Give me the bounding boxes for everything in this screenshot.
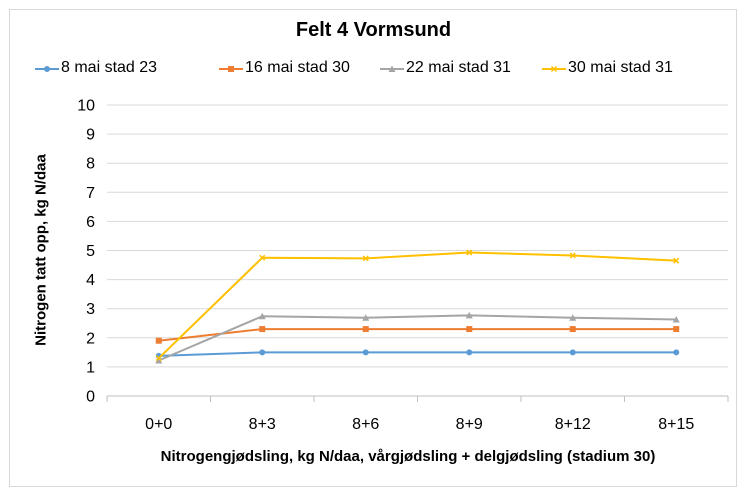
data-point-series-2 <box>362 326 369 333</box>
x-tick-label: 8+6 <box>352 416 379 433</box>
data-point-series-2 <box>259 326 266 333</box>
x-tick-label: 8+15 <box>658 416 694 433</box>
x-tick-label: 8+12 <box>555 416 591 433</box>
data-point-series-4 <box>362 255 369 262</box>
y-axis-label: Nitrogen tatt opp, kg N/daa <box>32 154 50 346</box>
data-point-series-3 <box>569 314 577 321</box>
data-point-series-2 <box>466 326 473 333</box>
data-point-series-2 <box>673 326 680 333</box>
y-tick-label: 8 <box>86 156 95 173</box>
y-tick-label: 6 <box>86 214 95 231</box>
data-point-series-4 <box>259 254 266 261</box>
y-tick-label: 9 <box>86 127 95 144</box>
series-line-3 <box>158 314 677 362</box>
data-point-series-4 <box>155 355 162 362</box>
legend-label: 8 mai stad 23 <box>61 59 158 76</box>
y-tick-label: 3 <box>86 301 95 318</box>
data-point-series-4 <box>569 252 576 259</box>
legend-marker-square-icon <box>219 66 243 72</box>
data-point-series-1 <box>466 349 473 356</box>
data-point-series-1 <box>673 349 680 356</box>
x-axis-label: Nitrogengjødsling, kg N/daa, vårgjødslin… <box>160 448 656 465</box>
chart-legend: 8 mai stad 23 16 mai stad 30 22 mai stad… <box>35 58 715 82</box>
legend-label: 22 mai stad 31 <box>406 59 511 76</box>
data-point-series-4 <box>466 249 473 256</box>
data-point-series-3 <box>465 311 473 319</box>
data-point-series-3 <box>258 312 266 320</box>
y-tick-label: 4 <box>86 272 95 289</box>
data-point-series-3 <box>155 356 163 364</box>
series-line-4 <box>158 251 677 359</box>
y-tick-label: 10 <box>77 98 95 115</box>
data-point-series-3 <box>362 314 370 321</box>
chart-frame <box>9 9 737 487</box>
data-point-series-1 <box>362 349 369 356</box>
legend-marker-triangle-icon <box>380 65 404 72</box>
data-point-series-1 <box>259 349 266 356</box>
x-tick-label: 0+0 <box>145 416 172 433</box>
data-point-series-4 <box>673 257 680 264</box>
y-tick-label: 1 <box>86 359 95 376</box>
legend-marker-x-icon <box>542 65 566 73</box>
data-point-series-2 <box>155 337 162 344</box>
series-line-1 <box>158 351 677 357</box>
chart-title: Felt 4 Vormsund <box>295 19 452 41</box>
y-tick-label: 7 <box>86 185 95 202</box>
data-point-series-3 <box>672 315 680 323</box>
data-point-series-2 <box>569 326 576 333</box>
x-tick-label: 8+3 <box>249 416 276 433</box>
legend-label: 16 mai stad 30 <box>245 59 350 76</box>
y-tick-label: 0 <box>86 389 95 406</box>
series-line-2 <box>158 328 677 342</box>
x-tick-label: 8+9 <box>456 416 483 433</box>
y-tick-label: 2 <box>86 330 95 347</box>
data-point-series-1 <box>569 349 576 356</box>
y-tick-label: 5 <box>86 243 95 260</box>
legend-label: 30 mai stad 31 <box>568 59 673 76</box>
legend-marker-circle-icon <box>35 66 59 72</box>
